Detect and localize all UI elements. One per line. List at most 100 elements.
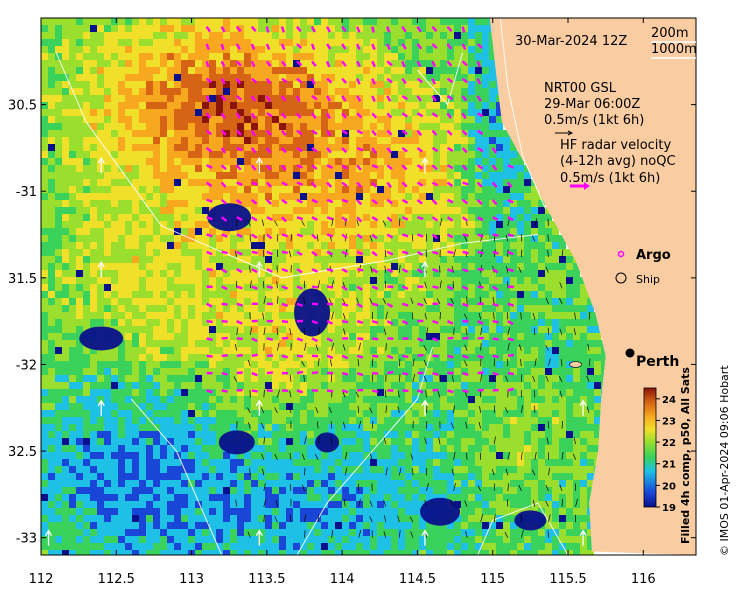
sst-cell	[377, 291, 384, 298]
sst-cell	[139, 186, 146, 193]
sst-cell	[454, 466, 461, 473]
sst-cell	[272, 361, 279, 368]
sst-cell	[328, 382, 335, 389]
sst-cell	[265, 158, 272, 165]
sst-cell	[314, 165, 321, 172]
sst-cell	[314, 151, 321, 158]
sst-cell	[55, 25, 62, 32]
sst-cell	[475, 473, 482, 480]
sst-cell	[132, 214, 139, 221]
sst-cell	[104, 445, 111, 452]
sst-cell	[111, 319, 118, 326]
sst-cell	[111, 487, 118, 494]
sst-cell	[496, 312, 503, 319]
sst-cell	[342, 466, 349, 473]
sst-cell	[69, 144, 76, 151]
sst-cell	[307, 417, 314, 424]
sst-cell	[139, 431, 146, 438]
sst-cell	[272, 102, 279, 109]
sst-cell	[433, 221, 440, 228]
sst-cell	[405, 179, 412, 186]
sst-cell	[503, 242, 510, 249]
sst-cell	[272, 214, 279, 221]
sst-cell	[426, 347, 433, 354]
sst-cell	[587, 473, 594, 480]
sst-cell	[377, 158, 384, 165]
sst-cell	[146, 214, 153, 221]
sst-cell	[69, 284, 76, 291]
sst-cell	[62, 270, 69, 277]
sst-cell	[111, 305, 118, 312]
sst-cell	[265, 333, 272, 340]
sst-cell	[447, 368, 454, 375]
sst-cell	[328, 466, 335, 473]
sst-cell	[286, 389, 293, 396]
sst-cell	[55, 256, 62, 263]
sst-cell	[440, 123, 447, 130]
sst-cell	[426, 424, 433, 431]
sst-cell	[398, 32, 405, 39]
sst-cell	[510, 291, 517, 298]
sst-cell	[566, 417, 573, 424]
sst-cell	[461, 88, 468, 95]
sst-cell	[377, 396, 384, 403]
sst-cell	[125, 333, 132, 340]
sst-cell	[307, 249, 314, 256]
sst-cell	[62, 361, 69, 368]
sst-cell	[125, 60, 132, 67]
sst-cell	[237, 466, 244, 473]
sst-cell	[356, 88, 363, 95]
sst-cell	[510, 193, 517, 200]
sst-cell	[489, 382, 496, 389]
sst-cell	[391, 340, 398, 347]
sst-cell	[335, 396, 342, 403]
sst-cell	[426, 102, 433, 109]
sst-cell	[335, 424, 342, 431]
sst-cell	[83, 67, 90, 74]
sst-cell	[111, 312, 118, 319]
sst-cell	[90, 354, 97, 361]
sst-cell	[174, 151, 181, 158]
sst-cell	[286, 382, 293, 389]
sst-cell	[258, 459, 265, 466]
sst-cell	[370, 277, 377, 284]
sst-cell	[153, 32, 160, 39]
sst-cell	[265, 410, 272, 417]
sst-cell	[258, 361, 265, 368]
sst-cell	[167, 109, 174, 116]
sst-cell	[300, 207, 307, 214]
sst-cell	[209, 333, 216, 340]
sst-cell	[328, 39, 335, 46]
sst-cell	[440, 200, 447, 207]
sst-cell	[286, 46, 293, 53]
sst-cell	[356, 298, 363, 305]
sst-cell	[83, 480, 90, 487]
sst-cell	[405, 123, 412, 130]
sst-cell	[391, 354, 398, 361]
sst-cell	[370, 298, 377, 305]
sst-cell	[440, 305, 447, 312]
sst-cell	[384, 151, 391, 158]
sst-cell	[468, 382, 475, 389]
sst-cell	[272, 39, 279, 46]
sst-cell	[202, 396, 209, 403]
sst-cell	[559, 347, 566, 354]
sst-cell	[83, 473, 90, 480]
sst-cell	[90, 277, 97, 284]
sst-cell	[181, 417, 188, 424]
sst-cell	[160, 291, 167, 298]
sst-cell	[265, 389, 272, 396]
sst-cell	[503, 312, 510, 319]
sst-cell	[510, 438, 517, 445]
sst-cell	[244, 319, 251, 326]
sst-cell	[412, 354, 419, 361]
sst-cell	[370, 375, 377, 382]
sst-cell	[461, 116, 468, 123]
sst-cell	[286, 130, 293, 137]
sst-cell	[475, 81, 482, 88]
sst-cell	[139, 305, 146, 312]
sst-cell	[69, 263, 76, 270]
sst-cell	[279, 123, 286, 130]
sst-cell	[405, 270, 412, 277]
sst-cell	[160, 88, 167, 95]
